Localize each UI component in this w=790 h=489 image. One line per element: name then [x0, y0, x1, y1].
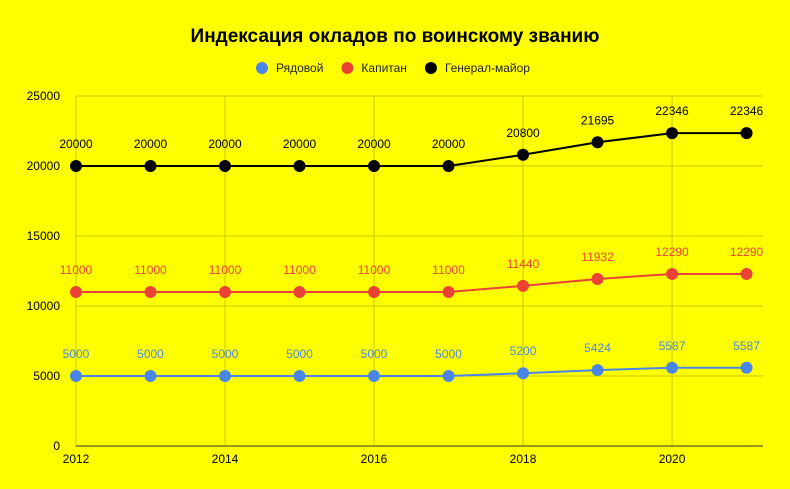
series: 5000 5000 5000 5000 5000 5000 5200 5424 5587 5587…	[59, 104, 764, 382]
data-label: 22346	[655, 104, 689, 118]
data-label: 5000	[212, 347, 239, 361]
data-point	[666, 361, 679, 374]
data-point	[219, 160, 232, 172]
data-point	[666, 267, 679, 280]
data-label: 20000	[432, 137, 466, 151]
data-point	[70, 286, 82, 298]
data-point	[144, 286, 157, 298]
x-tick-label: 2016	[361, 452, 388, 466]
data-label: 11440	[507, 257, 540, 271]
x-tick-label: 2014	[212, 452, 239, 466]
data-label: 5200	[510, 344, 537, 358]
data-label: 5000	[63, 347, 90, 361]
y-tick-label: 10000	[27, 299, 61, 313]
data-point	[368, 160, 381, 172]
data-label: 20000	[59, 137, 93, 151]
data-point	[144, 160, 157, 172]
data-point	[591, 272, 604, 285]
data-point	[666, 127, 679, 140]
x-tick-label: 2018	[510, 452, 537, 466]
data-point	[368, 370, 381, 382]
grid	[75, 95, 763, 446]
data-label: 5587	[733, 339, 760, 353]
data-point	[517, 279, 530, 292]
y-tick-label: 20000	[27, 159, 61, 173]
data-label: 12290	[655, 245, 689, 259]
y-tick-label: 0	[53, 439, 60, 453]
chart-title: Индексация окладов по воинскому званию	[191, 26, 600, 47]
y-tick-label: 5000	[33, 369, 60, 383]
data-point	[442, 370, 455, 382]
data-point	[219, 286, 232, 298]
data-point	[591, 136, 604, 149]
data-label: 11000	[283, 263, 316, 277]
data-label: 5000	[286, 347, 313, 361]
x-tick-label: 2012	[63, 452, 90, 466]
data-point	[293, 370, 306, 382]
data-label: 20800	[506, 126, 540, 140]
data-label: 21695	[581, 113, 615, 127]
data-point	[368, 286, 381, 298]
axes: 0 5000 10000 15000 20000 25000 2012 2014 2016 201…	[27, 89, 763, 466]
data-label: 20000	[357, 137, 391, 151]
series-line	[76, 366, 747, 377]
data-point	[293, 286, 306, 298]
legend-marker	[256, 62, 268, 74]
data-label: 22346	[730, 104, 764, 118]
data-label: 5000	[435, 347, 462, 361]
data-label: 20000	[134, 137, 168, 151]
data-label: 11000	[209, 263, 242, 277]
data-point	[293, 160, 306, 172]
data-label: 11932	[581, 250, 614, 264]
data-point	[517, 367, 530, 380]
data-point	[70, 160, 82, 172]
data-point	[740, 267, 753, 280]
data-label: 5000	[137, 347, 164, 361]
data-label: 20000	[208, 137, 242, 151]
data-point	[70, 370, 82, 382]
data-label: 11000	[432, 263, 465, 277]
series-line	[76, 132, 747, 167]
data-label: 5424	[584, 341, 611, 355]
data-label: 11000	[134, 263, 167, 277]
data-point	[740, 127, 753, 140]
legend-marker	[424, 62, 437, 74]
data-label: 5000	[361, 347, 388, 361]
legend-marker	[341, 62, 354, 74]
legend-label: Капитан	[361, 61, 407, 75]
y-tick-label: 25000	[27, 89, 61, 103]
y-tick-label: 15000	[27, 229, 61, 243]
data-label: 11000	[358, 263, 391, 277]
data-point	[591, 364, 604, 377]
data-point	[144, 370, 157, 382]
data-label: 20000	[283, 137, 317, 151]
legend-label: Рядовой	[276, 61, 323, 75]
data-point	[219, 370, 232, 382]
legend: Рядовой Капитан Генерал-майор	[256, 61, 530, 75]
data-point	[442, 160, 455, 172]
data-point	[442, 286, 455, 298]
data-label: 11000	[60, 263, 93, 277]
data-label: 5587	[659, 339, 686, 353]
series-line	[76, 272, 747, 293]
data-point	[740, 361, 753, 374]
x-tick-label: 2020	[659, 452, 686, 466]
data-point	[517, 148, 530, 161]
data-label: 12290	[730, 245, 764, 259]
legend-label: Генерал-майор	[445, 61, 530, 75]
